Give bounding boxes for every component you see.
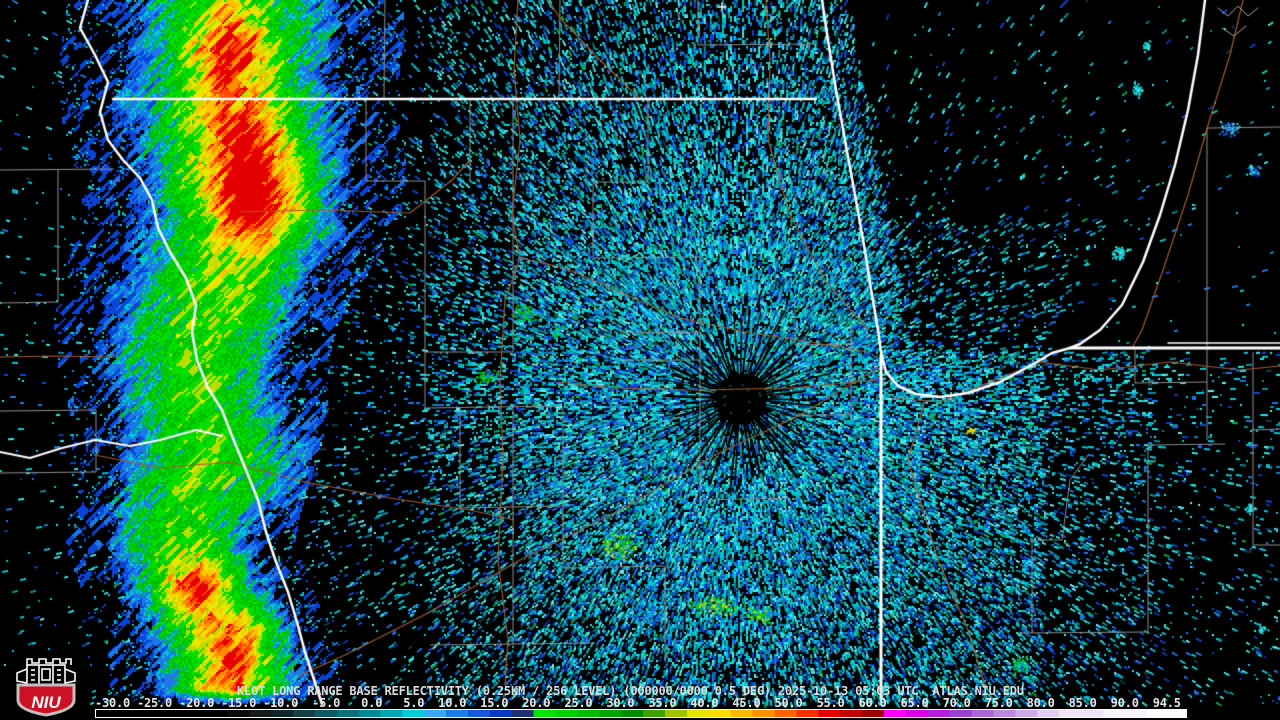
niu-shield (16, 683, 76, 717)
niu-logo-text: NIU (31, 693, 61, 712)
colorbar-scale-labels: -30.0 -25.0 -20.0 -15.0 -10.0 -5.0 0.0 5… (88, 696, 1181, 710)
caption-title: KLOT LONG RANGE BASE REFLECTIVITY (0.25K… (237, 684, 1024, 698)
niu-logo: NIU (6, 656, 86, 718)
reflectivity-colorbar (95, 709, 1187, 718)
